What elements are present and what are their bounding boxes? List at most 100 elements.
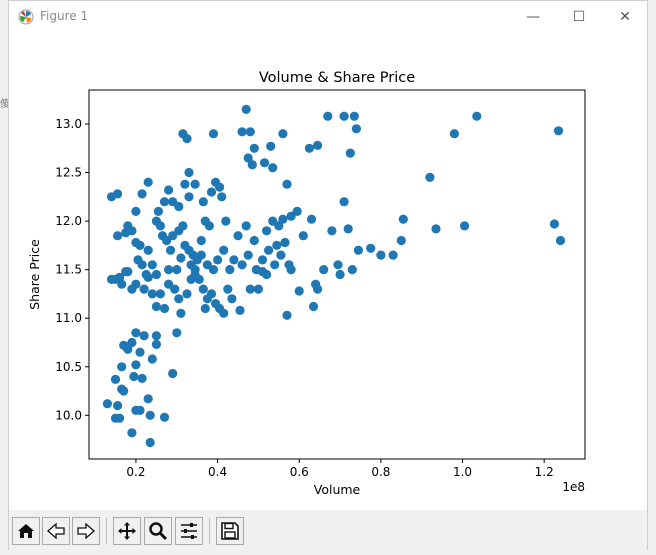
data-point (159, 412, 170, 422)
data-point (280, 237, 290, 248)
data-point (472, 111, 482, 121)
data-point (198, 284, 208, 294)
configure-subplots-button[interactable] (175, 517, 203, 545)
data-point (460, 221, 470, 231)
data-point (178, 221, 188, 231)
data-point (121, 267, 131, 277)
y-tick-label: 11.5 (55, 263, 82, 277)
data-point (168, 368, 178, 379)
data-point (190, 179, 200, 189)
data-point (235, 305, 245, 315)
data-point (106, 274, 117, 284)
data-point (113, 189, 123, 199)
data-point (153, 206, 163, 216)
minimize-icon: — (526, 8, 540, 25)
data-point (206, 289, 217, 299)
data-point (319, 265, 329, 275)
x-tick-label: 0.6 (290, 465, 309, 479)
data-point (276, 250, 286, 260)
data-point (137, 260, 147, 270)
data-point (159, 197, 170, 207)
y-tick-label: 10.0 (55, 408, 82, 422)
close-icon: ✕ (619, 8, 631, 25)
pan-button[interactable] (113, 517, 141, 545)
y-tick-label: 10.5 (55, 360, 82, 374)
data-point (323, 111, 333, 121)
data-point (333, 260, 343, 270)
move-icon (118, 522, 136, 540)
data-point (347, 265, 357, 275)
data-point (241, 104, 251, 114)
data-point (170, 284, 180, 294)
figure-canvas[interactable]: 0.2 0.4 0.6 0.8 1.0 1.2 10.0 10.5 11.0 11.5 12.0 12… (9, 32, 647, 510)
data-point (139, 284, 149, 294)
data-point (123, 344, 133, 354)
data-point (147, 260, 157, 270)
data-point (135, 405, 145, 415)
data-point (176, 308, 186, 318)
floppy-disk-icon (221, 522, 239, 540)
arrow-left-icon (47, 522, 65, 540)
toolbar-separator (106, 518, 107, 544)
data-point (151, 339, 161, 349)
data-point (217, 192, 227, 202)
minimize-button[interactable]: — (510, 1, 556, 32)
data-point (225, 265, 235, 275)
data-point (143, 177, 153, 187)
data-point (137, 189, 147, 199)
scatter-chart[interactable]: 0.2 0.4 0.6 0.8 1.0 1.2 10.0 10.5 11.0 11.5 12.0 12… (9, 32, 647, 510)
data-point (555, 235, 566, 246)
data-point (549, 219, 560, 229)
data-point (164, 279, 174, 289)
data-point (304, 143, 314, 153)
data-point (278, 214, 288, 224)
data-point (206, 187, 217, 197)
home-button[interactable] (12, 517, 40, 545)
data-point (221, 216, 231, 226)
data-point (168, 231, 178, 241)
save-button[interactable] (216, 517, 244, 545)
data-point (113, 231, 123, 241)
data-point (174, 201, 184, 212)
data-point (553, 126, 564, 136)
data-point (425, 172, 435, 182)
magnifier-icon (149, 522, 168, 541)
data-point (282, 310, 292, 320)
data-point (110, 374, 121, 384)
data-point (113, 401, 123, 411)
data-point (121, 228, 131, 238)
data-point (215, 182, 225, 192)
background-text-fragment: 傻 (0, 99, 10, 110)
data-point (117, 362, 127, 372)
data-point (286, 265, 296, 275)
data-point (143, 394, 153, 404)
data-point (313, 140, 323, 150)
data-point (278, 129, 288, 139)
maximize-icon: ☐ (572, 8, 586, 25)
data-point (351, 124, 361, 134)
data-point (259, 158, 270, 168)
close-button[interactable]: ✕ (602, 1, 648, 32)
data-point (119, 386, 129, 396)
x-axis-offset-label: 1e8 (562, 480, 585, 494)
title-bar[interactable]: Figure 1 — ☐ ✕ (9, 1, 647, 32)
zoom-button[interactable] (144, 517, 172, 545)
back-button[interactable] (42, 517, 70, 545)
data-point (176, 253, 186, 263)
window-title: Figure 1 (40, 9, 89, 23)
data-point (196, 250, 206, 260)
data-point (335, 269, 345, 280)
data-point (343, 224, 353, 234)
forward-button[interactable] (72, 517, 100, 545)
data-point (282, 179, 292, 189)
data-point (249, 235, 259, 246)
data-point (174, 294, 184, 304)
maximize-button[interactable]: ☐ (556, 1, 602, 32)
x-axis-label: Volume (314, 482, 361, 497)
data-point (449, 129, 459, 139)
chart-title: Volume & Share Price (259, 70, 415, 86)
data-point (151, 331, 161, 341)
data-point (388, 250, 398, 260)
data-point (164, 265, 174, 275)
y-tick-label: 13.0 (55, 117, 82, 131)
